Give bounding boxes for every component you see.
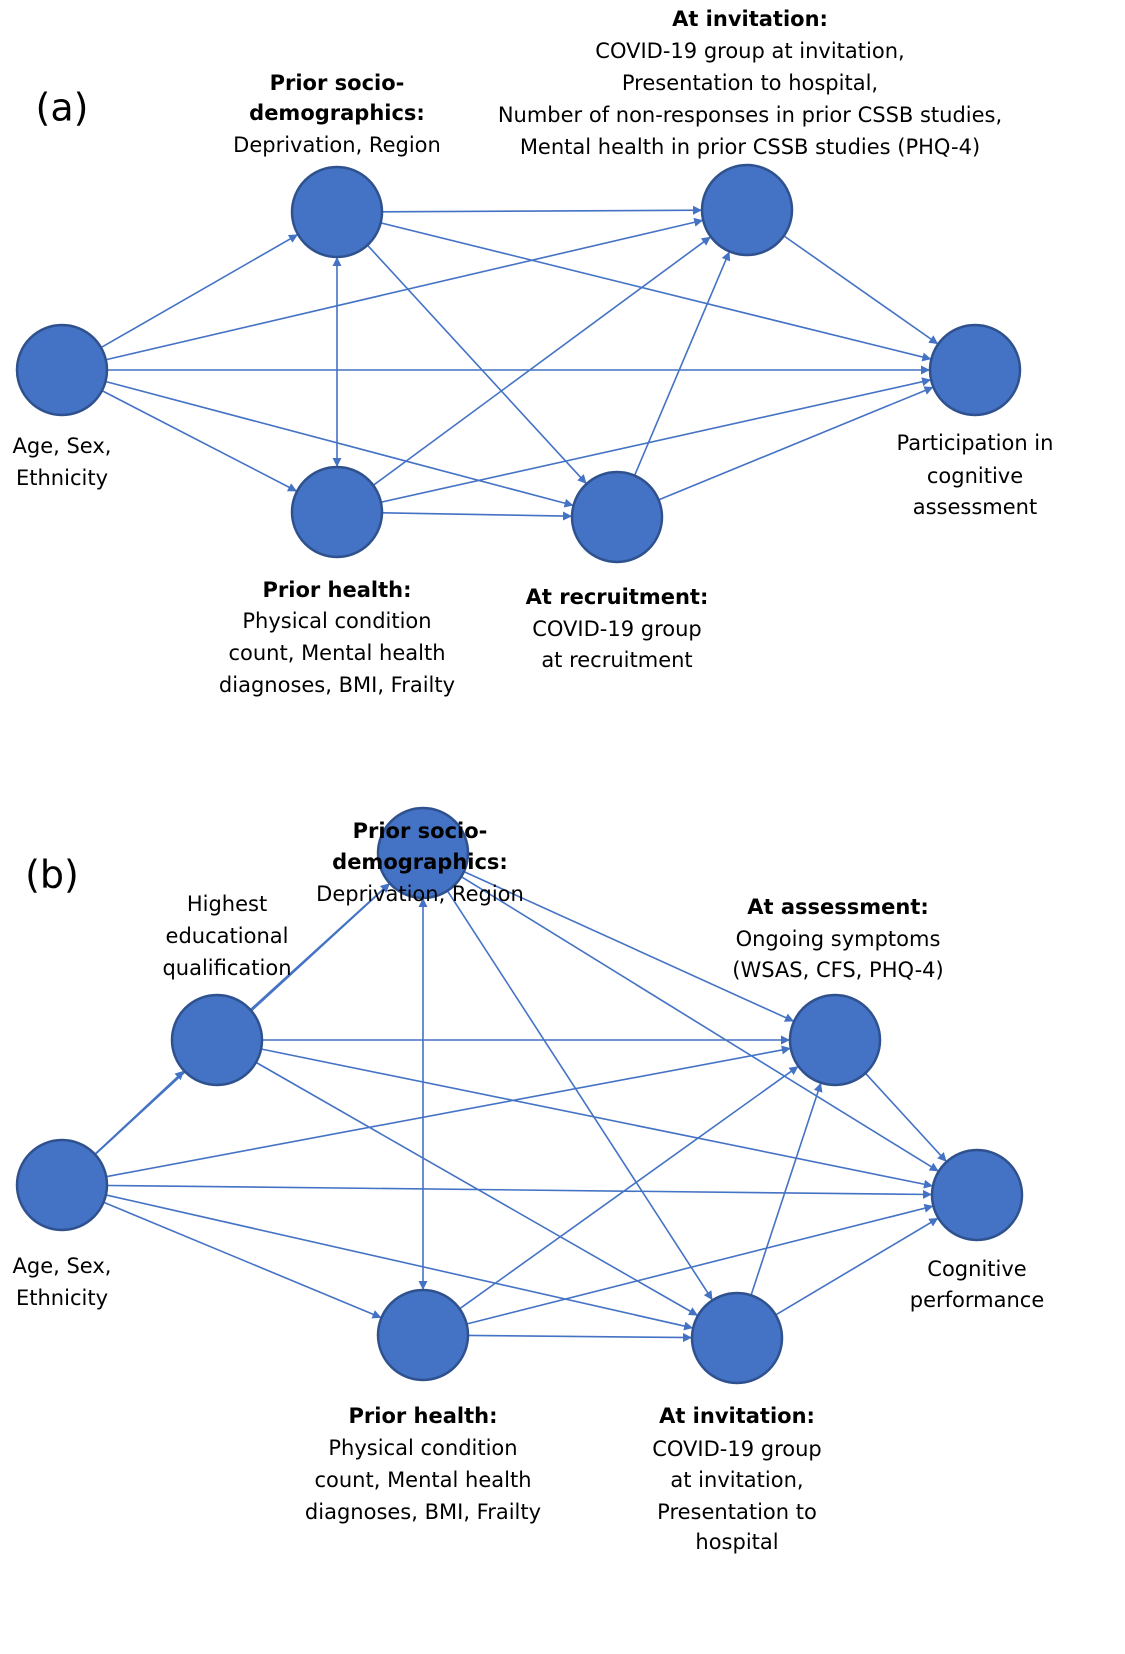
- arrow: [101, 389, 298, 493]
- arrow: [381, 511, 573, 521]
- node: [700, 163, 794, 257]
- node-text: cognitive: [927, 464, 1023, 488]
- arrow: [460, 875, 940, 1173]
- arrow: [459, 1065, 799, 1310]
- arrow: [103, 1201, 382, 1319]
- node-text: Highest: [187, 892, 267, 916]
- arrow: [380, 377, 932, 504]
- arrow: [466, 1203, 934, 1325]
- arrow: [105, 1194, 694, 1331]
- node-text: qualification: [162, 956, 291, 980]
- node: [15, 1138, 109, 1232]
- edges: [94, 205, 948, 1342]
- node-heading: Prior health:: [349, 1404, 498, 1428]
- node-text: Number of non-responses in prior CSSB st…: [498, 103, 1002, 127]
- arrow: [633, 251, 731, 476]
- node-heading: Prior socio-: [353, 819, 488, 843]
- node-text: diagnoses, BMI, Frailty: [219, 673, 455, 697]
- node-text: Age, Sex,: [13, 1254, 112, 1278]
- node-text: Cognitive: [927, 1257, 1026, 1281]
- node-text: at invitation,: [670, 1468, 803, 1492]
- node-text: Age, Sex,: [13, 434, 112, 458]
- node: [788, 993, 882, 1087]
- arrow: [775, 1217, 939, 1316]
- arrow: [467, 1332, 693, 1342]
- node: [570, 470, 664, 564]
- node-text: count, Mental health: [314, 1468, 531, 1492]
- arrow: [255, 1061, 699, 1317]
- node-heading: At assessment:: [747, 895, 929, 919]
- node-text: Participation in: [897, 431, 1054, 455]
- arrow: [463, 870, 795, 1023]
- arrow: [249, 882, 391, 1011]
- node-text: diagnoses, BMI, Frailty: [305, 1500, 541, 1524]
- node-text: COVID-19 group: [532, 617, 702, 641]
- node-text: performance: [910, 1288, 1045, 1312]
- node: [928, 323, 1022, 417]
- arrow: [372, 236, 712, 486]
- node: [376, 1288, 470, 1382]
- arrow: [864, 1072, 948, 1163]
- node-text: educational: [166, 924, 289, 948]
- arrow: [750, 1082, 823, 1296]
- node-heading: At recruitment:: [526, 585, 709, 609]
- node-heading: demographics:: [332, 850, 508, 874]
- arrow: [106, 1045, 791, 1178]
- node: [15, 323, 109, 417]
- nodes: [15, 163, 1024, 1385]
- arrow: [105, 217, 704, 361]
- node: [930, 1148, 1024, 1242]
- node: [376, 806, 470, 900]
- node-heading: Prior socio-: [270, 71, 405, 95]
- arrow: [366, 244, 588, 485]
- panel-label: (a): [36, 86, 89, 130]
- node-heading: At invitation:: [672, 7, 828, 31]
- node-heading: Prior health:: [263, 578, 412, 602]
- arrow: [446, 890, 714, 1301]
- node-text: Ethnicity: [16, 1286, 108, 1310]
- node-text: Deprivation, Region: [316, 882, 524, 906]
- node-text: count, Mental health: [228, 641, 445, 665]
- labels: (a) Age, Sex, Ethnicity Prior socio-demogra…: [13, 7, 1054, 1554]
- arrow: [260, 1048, 934, 1189]
- node-text: hospital: [695, 1530, 778, 1554]
- node: [290, 465, 384, 559]
- node: [170, 993, 264, 1087]
- node-heading: At invitation:: [659, 1404, 815, 1428]
- node-text: Presentation to: [657, 1500, 817, 1524]
- arrow: [106, 1184, 933, 1199]
- node-text: Physical condition: [242, 609, 431, 633]
- node-text: at recruitment: [541, 648, 692, 672]
- node-text: COVID-19 group at invitation,: [595, 39, 904, 63]
- arrow: [100, 233, 299, 349]
- arrow: [783, 235, 939, 345]
- node-heading: demographics:: [249, 101, 425, 125]
- panel-label: (b): [25, 853, 79, 897]
- arrow: [658, 386, 934, 501]
- arrow: [380, 222, 932, 362]
- node-text: Mental health in prior CSSB studies (PHQ…: [520, 135, 980, 159]
- node-text: COVID-19 group: [652, 1437, 822, 1461]
- node-text: Ongoing symptoms: [736, 927, 941, 951]
- node-text: Physical condition: [328, 1436, 517, 1460]
- node: [690, 1291, 784, 1385]
- node: [290, 165, 384, 259]
- node-text: Deprivation, Region: [233, 133, 441, 157]
- node-text: assessment: [913, 495, 1037, 519]
- node-text: Presentation to hospital,: [622, 71, 878, 95]
- node-text: (WSAS, CFS, PHQ-4): [732, 958, 943, 982]
- node-text: Ethnicity: [16, 466, 108, 490]
- arrow: [381, 205, 703, 215]
